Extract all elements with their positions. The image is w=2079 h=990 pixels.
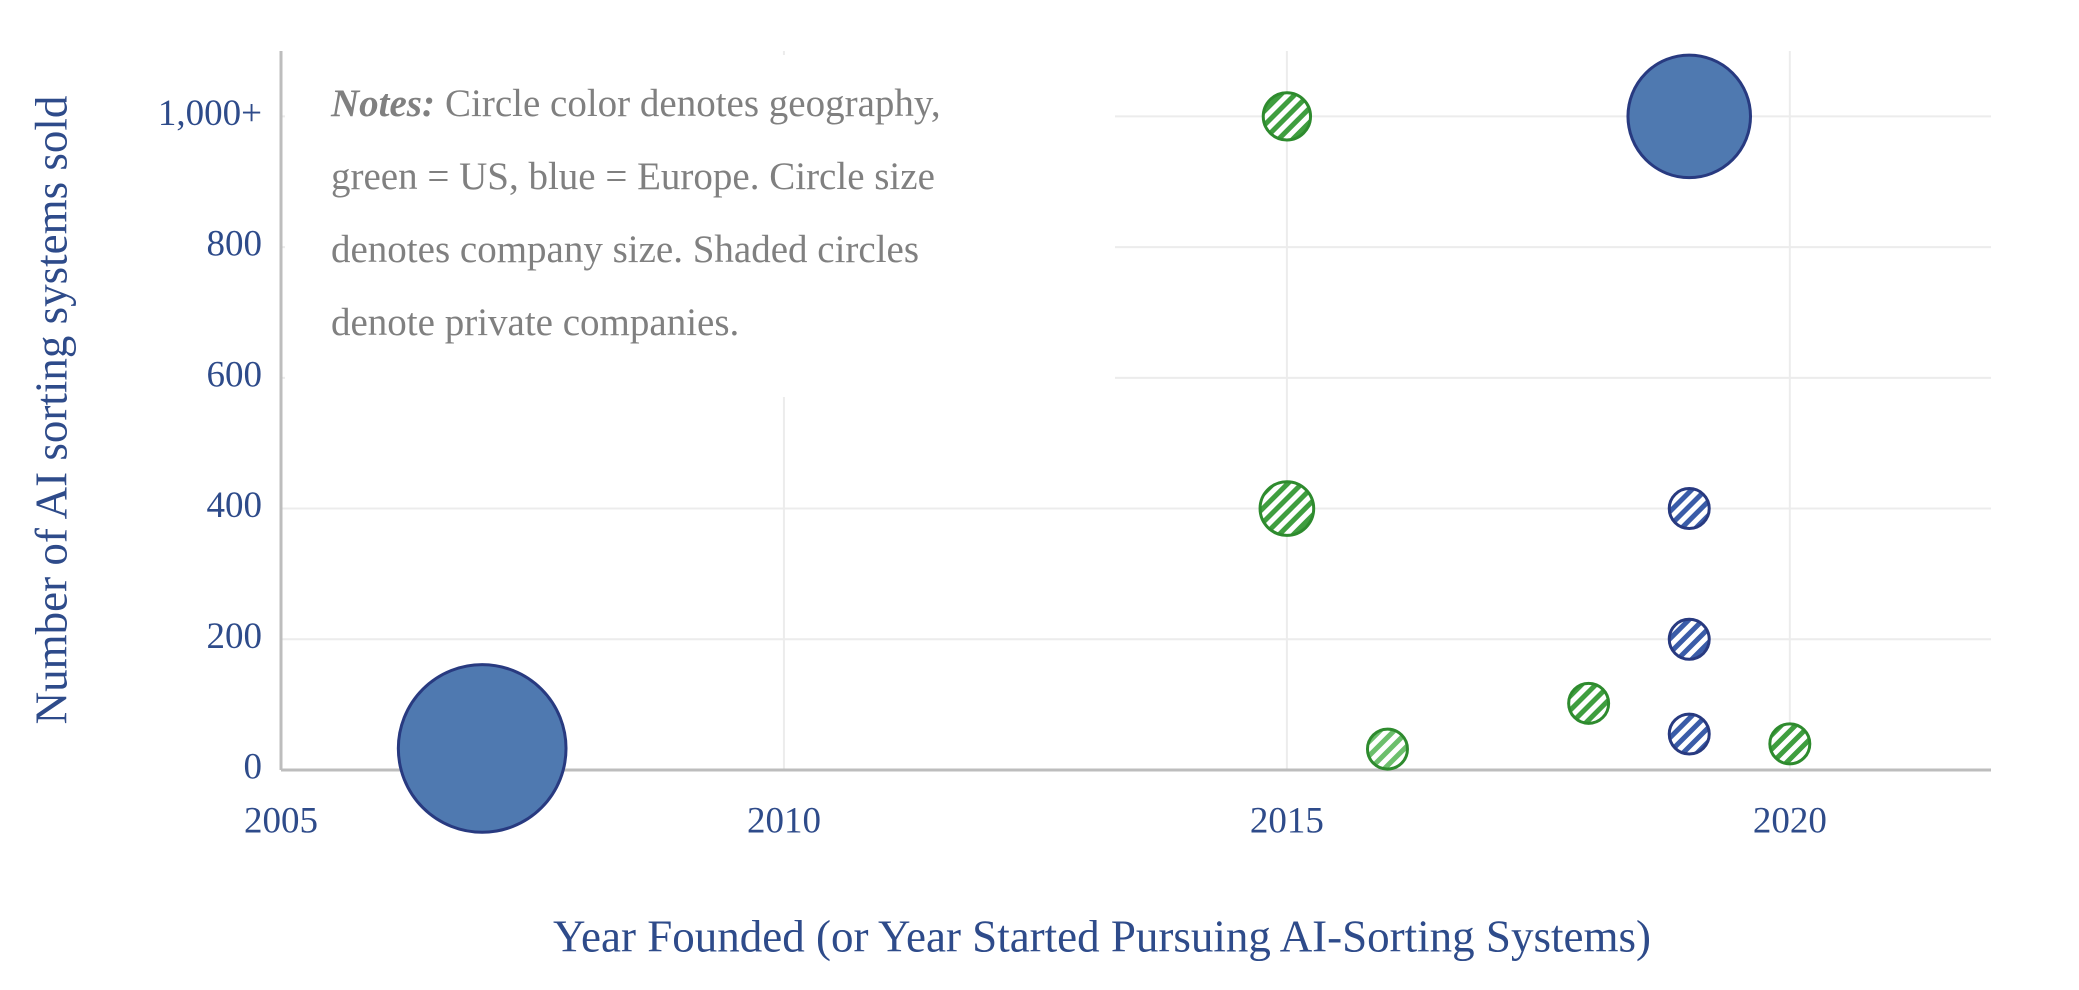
- y-axis-title: Number of AI sorting systems sold: [26, 96, 76, 725]
- notes-line: Notes: Circle color denotes geography,: [330, 82, 941, 125]
- y-tick-label: 200: [207, 616, 263, 657]
- bubble: [1768, 722, 1812, 766]
- x-tick-label: 2015: [1250, 800, 1324, 841]
- y-tick-label: 0: [244, 746, 263, 787]
- notes-background: [285, 55, 1115, 397]
- x-tick-label: 2005: [244, 800, 318, 841]
- x-tick-label: 2010: [747, 800, 821, 841]
- bubble: [1667, 617, 1711, 661]
- bubble: [1365, 727, 1409, 771]
- notes-line: denote private companies.: [331, 301, 739, 344]
- notes-text: Circle color denotes geography,: [445, 82, 941, 125]
- y-tick-label: 1,000+: [158, 93, 262, 134]
- notes-line: denotes company size. Shaded circles: [331, 228, 919, 271]
- bubble: [1261, 91, 1313, 142]
- x-tick-label: 2020: [1753, 800, 1827, 841]
- x-axis-title: Year Founded (or Year Started Pursuing A…: [553, 911, 1651, 961]
- bubble: [1667, 712, 1711, 756]
- notes-line: green = US, blue = Europe. Circle size: [331, 155, 935, 198]
- bubble: [1258, 480, 1316, 537]
- y-tick-label: 600: [207, 354, 263, 395]
- bubble: [396, 663, 568, 834]
- bubble: [1567, 681, 1611, 725]
- bubble: [1626, 53, 1753, 180]
- bubble: [1667, 487, 1711, 531]
- y-tick-label: 800: [207, 224, 263, 265]
- notes-label: Notes:: [330, 82, 435, 125]
- y-tick-label: 400: [207, 485, 263, 526]
